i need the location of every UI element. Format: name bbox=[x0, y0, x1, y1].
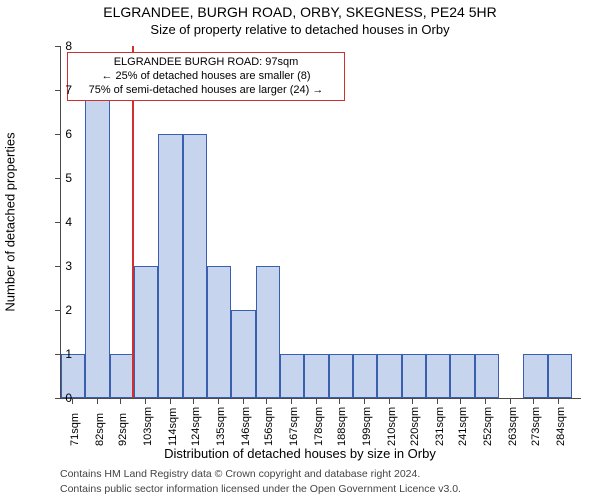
x-tick-label: 273sqm bbox=[530, 407, 542, 446]
x-tick bbox=[243, 398, 244, 404]
y-tick-label: 0 bbox=[52, 391, 72, 405]
x-tick-label: 178sqm bbox=[313, 407, 325, 446]
histogram-bar bbox=[110, 354, 134, 398]
y-tick-label: 1 bbox=[52, 347, 72, 361]
x-tick bbox=[485, 398, 486, 404]
x-tick-label: 146sqm bbox=[240, 407, 252, 446]
histogram-bar bbox=[280, 354, 304, 398]
x-tick bbox=[437, 398, 438, 404]
histogram-bar bbox=[426, 354, 450, 398]
x-tick-label: 156sqm bbox=[263, 407, 275, 446]
histogram-bar bbox=[353, 354, 377, 398]
x-tick-label: 284sqm bbox=[555, 407, 567, 446]
histogram-bar bbox=[402, 354, 426, 398]
y-tick-label: 4 bbox=[52, 215, 72, 229]
x-tick-label: 124sqm bbox=[190, 407, 202, 446]
x-tick bbox=[266, 398, 267, 404]
annotation-box: ELGRANDEE BURGH ROAD: 97sqm← 25% of deta… bbox=[67, 52, 345, 101]
x-tick bbox=[120, 398, 121, 404]
histogram-bar bbox=[256, 266, 280, 398]
x-tick bbox=[316, 398, 317, 404]
x-tick-label: 135sqm bbox=[215, 407, 227, 446]
x-tick bbox=[558, 398, 559, 404]
x-tick-label: 82sqm bbox=[94, 413, 106, 446]
histogram-bar bbox=[207, 266, 231, 398]
histogram-bar bbox=[85, 90, 109, 398]
annotation-line: ELGRANDEE BURGH ROAD: 97sqm bbox=[76, 56, 336, 70]
x-tick bbox=[510, 398, 511, 404]
x-tick-label: 199sqm bbox=[361, 407, 373, 446]
x-tick bbox=[291, 398, 292, 404]
histogram-bar bbox=[377, 354, 401, 398]
x-tick bbox=[389, 398, 390, 404]
x-tick bbox=[339, 398, 340, 404]
x-tick bbox=[145, 398, 146, 404]
credit-line-2: Contains public sector information licen… bbox=[60, 483, 461, 495]
x-tick-label: 210sqm bbox=[386, 407, 398, 446]
histogram-bar bbox=[231, 310, 255, 398]
histogram-bar bbox=[523, 354, 547, 398]
x-tick bbox=[170, 398, 171, 404]
histogram-bar bbox=[548, 354, 572, 398]
y-tick-label: 6 bbox=[52, 127, 72, 141]
x-tick bbox=[193, 398, 194, 404]
x-tick-label: 167sqm bbox=[288, 407, 300, 446]
chart-title-sub: Size of property relative to detached ho… bbox=[0, 22, 600, 37]
y-tick-label: 3 bbox=[52, 259, 72, 273]
y-tick-label: 7 bbox=[52, 83, 72, 97]
x-tick-label: 231sqm bbox=[434, 407, 446, 446]
x-tick-label: 103sqm bbox=[142, 407, 154, 446]
histogram-bar bbox=[475, 354, 499, 398]
plot-area: ELGRANDEE BURGH ROAD: 97sqm← 25% of deta… bbox=[60, 46, 581, 399]
x-tick bbox=[533, 398, 534, 404]
x-tick-label: 188sqm bbox=[336, 407, 348, 446]
x-axis-label: Distribution of detached houses by size … bbox=[0, 446, 600, 461]
chart-title-main: ELGRANDEE, BURGH ROAD, ORBY, SKEGNESS, P… bbox=[0, 4, 600, 20]
x-tick bbox=[72, 398, 73, 404]
credit-line-1: Contains HM Land Registry data © Crown c… bbox=[60, 468, 420, 480]
x-tick-label: 263sqm bbox=[507, 407, 519, 446]
annotation-line: 75% of semi-detached houses are larger (… bbox=[76, 84, 336, 98]
y-tick-label: 2 bbox=[52, 303, 72, 317]
annotation-line: ← 25% of detached houses are smaller (8) bbox=[76, 70, 336, 84]
histogram-bar bbox=[329, 354, 353, 398]
x-tick bbox=[364, 398, 365, 404]
y-tick-label: 5 bbox=[52, 171, 72, 185]
x-tick-label: 114sqm bbox=[167, 408, 179, 446]
x-tick-label: 220sqm bbox=[409, 407, 421, 446]
histogram-bar bbox=[304, 354, 328, 398]
x-tick bbox=[97, 398, 98, 404]
x-tick-label: 71sqm bbox=[69, 413, 81, 446]
y-tick-label: 8 bbox=[52, 39, 72, 53]
x-tick bbox=[460, 398, 461, 404]
histogram-bar bbox=[134, 266, 158, 398]
x-tick bbox=[412, 398, 413, 404]
histogram-bar bbox=[183, 134, 207, 398]
histogram-bar bbox=[450, 354, 474, 398]
x-tick-label: 241sqm bbox=[457, 407, 469, 446]
x-tick bbox=[218, 398, 219, 404]
histogram-bar bbox=[158, 134, 182, 398]
x-tick-label: 92sqm bbox=[117, 413, 129, 446]
x-tick-label: 252sqm bbox=[482, 407, 494, 446]
y-axis-label: Number of detached properties bbox=[3, 132, 18, 311]
